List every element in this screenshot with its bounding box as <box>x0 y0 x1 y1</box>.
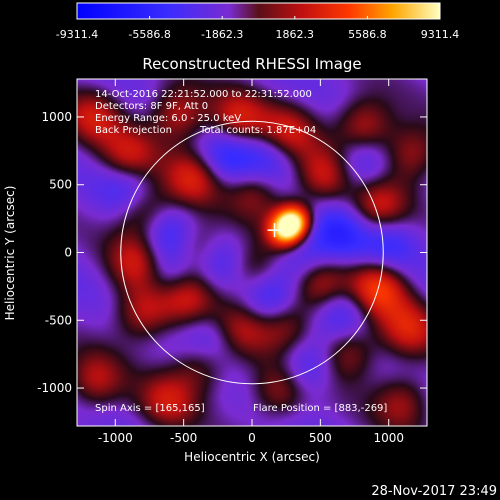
method-text: Back Projection <box>95 125 172 136</box>
total-counts-text: Total counts: 1.87E+04 <box>199 125 316 136</box>
y-tick-label: 0 <box>64 246 72 260</box>
colorbar-tick-label: -1862.3 <box>201 28 243 41</box>
colorbar-ticks: -9311.4 -5586.8 -1862.3 1862.3 5586.8 9311.4 <box>56 16 459 41</box>
colorbar-tick-label: -9311.4 <box>56 28 98 41</box>
heatmap-image <box>77 79 427 426</box>
colorbar-tick-label: 9311.4 <box>421 28 460 41</box>
energy-range-text: Energy Range: 6.0 - 25.0 keV <box>95 113 241 124</box>
time-range-text: 14-Oct-2016 22:21:52.000 to 22:31:52.000 <box>95 89 312 100</box>
chart-title: Reconstructed RHESSI Image <box>142 55 361 73</box>
x-tick-label: -500 <box>170 431 197 445</box>
x-tick-label: 0 <box>248 431 256 445</box>
x-tick-label: 500 <box>309 431 332 445</box>
plot-area: -1000 -500 0 500 1000 1000 500 0 -500 -1000 <box>37 78 428 445</box>
y-axis-label: Heliocentric Y (arcsec) <box>3 186 17 321</box>
spin-axis-text: Spin Axis = [165,165] <box>95 403 205 414</box>
y-tick-label: 1000 <box>41 110 72 124</box>
x-axis-ticks: -1000 -500 0 500 1000 <box>98 79 404 445</box>
colorbar: -9311.4 -5586.8 -1862.3 1862.3 5586.8 9311.4 <box>56 2 459 41</box>
colorbar-tick-label: 5586.8 <box>348 28 387 41</box>
x-axis-label: Heliocentric X (arcsec) <box>184 450 320 464</box>
y-axis-ticks: 1000 500 0 -500 -1000 <box>37 110 427 395</box>
footer-timestamp: 28-Nov-2017 23:49 <box>371 484 497 499</box>
colorbar-tick-label: 1862.3 <box>276 28 315 41</box>
solar-limb-circle <box>120 120 384 385</box>
x-tick-label: 1000 <box>373 431 404 445</box>
y-tick-label: -500 <box>45 313 72 327</box>
colorbar-tick-label: -5586.8 <box>128 28 170 41</box>
y-tick-label: -1000 <box>37 381 72 395</box>
x-tick-label: -1000 <box>98 431 133 445</box>
detectors-text: Detectors: 8F 9F, Att 0 <box>95 101 208 112</box>
y-tick-label: 500 <box>49 178 72 192</box>
annotations: 14-Oct-2016 22:21:52.000 to 22:31:52.000… <box>95 89 387 414</box>
colorbar-gradient <box>76 2 441 20</box>
flare-position-text: Flare Position = [883,-269] <box>253 403 387 414</box>
